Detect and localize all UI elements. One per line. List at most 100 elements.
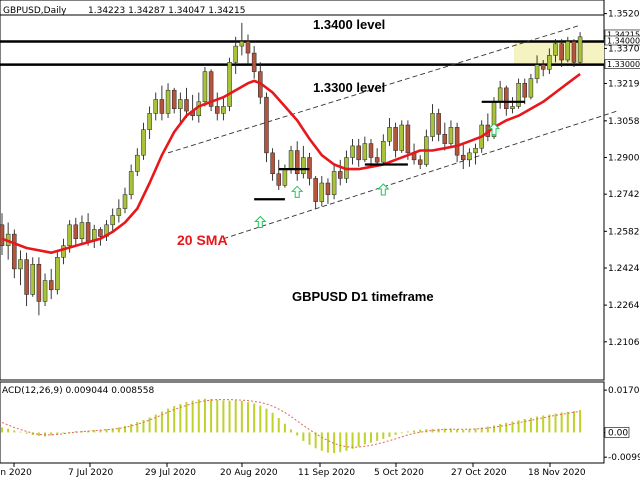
candle-body xyxy=(313,178,318,202)
x-tick-label: Jun 2020 xyxy=(0,468,32,478)
candle-body xyxy=(288,150,294,170)
candle-body xyxy=(208,71,214,107)
candle-body xyxy=(128,171,134,195)
macd-hist-bar xyxy=(117,427,120,433)
macd-hist-bar xyxy=(142,420,145,433)
y-tick-label: 1.33700 xyxy=(608,44,640,54)
candle-82 xyxy=(504,85,509,116)
macd-hist-bar xyxy=(579,410,582,433)
price-label-box xyxy=(604,35,640,46)
candle-body xyxy=(510,106,515,110)
candle-body xyxy=(30,264,35,295)
macd-hist-bar xyxy=(136,422,139,433)
macd-hist-bar xyxy=(25,432,28,434)
macd-hist-bar xyxy=(265,408,268,433)
price-label: 1.33000 xyxy=(607,60,640,69)
candle-body xyxy=(251,52,257,72)
candle-9 xyxy=(55,250,60,295)
candle-58 xyxy=(356,138,361,167)
up-arrow-icon xyxy=(487,122,501,136)
candle-73 xyxy=(448,120,454,149)
candle-23 xyxy=(141,122,146,160)
candle-body xyxy=(547,55,552,70)
macd-hist-bar xyxy=(400,432,403,434)
candle-52 xyxy=(319,176,325,207)
macd-hist-bar xyxy=(486,426,489,433)
candle-0 xyxy=(0,213,5,255)
macd-hist-bar xyxy=(111,428,114,433)
y-tick-label: 1.29000 xyxy=(608,154,640,164)
macd-hist-bar xyxy=(376,432,379,441)
macd-hist-bar xyxy=(130,423,133,433)
candle-25 xyxy=(153,92,158,121)
candle-body xyxy=(553,43,558,56)
macd-hist-bar xyxy=(413,430,416,433)
candle-16 xyxy=(98,227,103,246)
y-tick-label: 1.24240 xyxy=(608,264,640,274)
macd-hist-bar xyxy=(7,428,10,433)
macd-hist-bar xyxy=(572,411,575,433)
candle-body xyxy=(448,127,454,144)
candle-body xyxy=(202,71,208,103)
macd-hist-bar xyxy=(548,414,551,433)
candle-53 xyxy=(325,178,331,204)
macd-hist-bar xyxy=(419,429,422,433)
candle-body xyxy=(264,96,269,154)
macd-hist-bar xyxy=(154,414,157,433)
candle-85 xyxy=(522,78,527,105)
candle-body xyxy=(417,159,423,165)
macd-hist-bar xyxy=(13,430,16,433)
candle-91 xyxy=(559,39,564,67)
macd-hist-bar xyxy=(437,428,440,433)
sma-label: 20 SMA xyxy=(177,232,228,248)
macd-hist-bar xyxy=(554,413,557,433)
candle-2 xyxy=(12,229,17,279)
macd-hist-bar xyxy=(271,412,274,433)
macd-hist-bar xyxy=(179,404,182,433)
x-tick-label: 29 Jul 2020 xyxy=(145,468,196,478)
candle-39 xyxy=(239,22,245,56)
candle-21 xyxy=(128,164,134,200)
macd-hist-bar xyxy=(105,429,108,433)
candle-70 xyxy=(430,104,435,142)
price-label: 1.34000 xyxy=(607,36,640,45)
candle-body xyxy=(141,129,146,156)
macd-y-tick-label: -0.00997 xyxy=(608,453,640,463)
candle-48 xyxy=(294,141,300,181)
price-label: 1.34215 xyxy=(607,30,640,39)
candle-43 xyxy=(264,92,269,163)
candle-24 xyxy=(147,106,152,139)
macd-hist-bar xyxy=(456,429,459,433)
macd-hist-bar xyxy=(50,432,53,436)
candle-7 xyxy=(42,273,48,307)
candle-29 xyxy=(178,92,183,126)
macd-label: ACD(12,26,9) 0.009044 0.008558 xyxy=(2,386,154,396)
macd-hist-bar xyxy=(345,432,348,451)
candle-body xyxy=(36,264,42,302)
candle-27 xyxy=(165,83,171,119)
macd-hist-bar xyxy=(197,399,200,433)
macd-hist-bar xyxy=(326,432,329,453)
candle-60 xyxy=(368,138,374,165)
macd-hist-bar xyxy=(277,418,280,433)
candle-66 xyxy=(405,120,411,160)
candle-body xyxy=(540,64,546,70)
candle-body xyxy=(159,99,165,114)
macd-hist-bar xyxy=(499,423,502,433)
candle-body xyxy=(454,127,460,156)
candle-body xyxy=(153,99,158,114)
candle-body xyxy=(522,82,527,98)
macd-hist-bar xyxy=(529,417,532,433)
candle-75 xyxy=(461,143,466,170)
up-arrow-icon xyxy=(290,185,304,198)
macd-y-tick-label: 0.01704 xyxy=(608,386,640,396)
candle-body xyxy=(331,171,337,195)
candle-body xyxy=(559,43,564,61)
candle-38 xyxy=(233,36,238,74)
y-tick-label: 1.21060 xyxy=(608,338,640,348)
candle-body xyxy=(442,134,448,144)
candle-83 xyxy=(510,97,515,114)
candle-62 xyxy=(381,134,386,165)
candle-body xyxy=(368,143,374,158)
